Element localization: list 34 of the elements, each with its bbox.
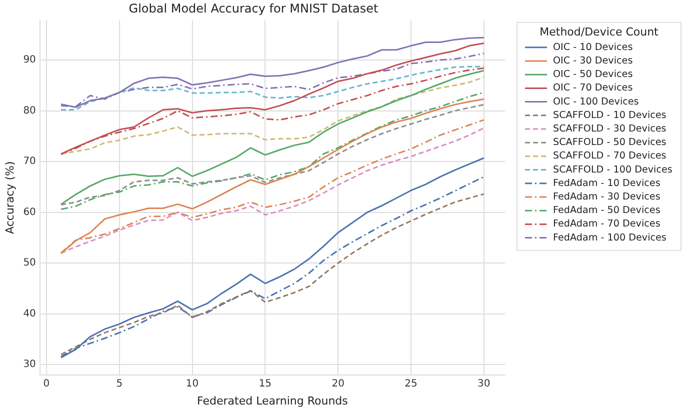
y-tick-label: 80 — [23, 105, 36, 116]
x-tick-label: 20 — [332, 378, 344, 390]
legend-label: SCAFFOLD - 100 Devices — [553, 164, 672, 176]
x-tick-label: 25 — [404, 378, 418, 390]
x-tick-label: 10 — [186, 378, 199, 390]
legend-label: OIC - 30 Devices — [553, 56, 633, 66]
y-tick-label: 40 — [23, 308, 36, 320]
legend-label: FedAdam - 50 Devices — [553, 205, 660, 216]
y-tick-label: 90 — [23, 54, 36, 66]
legend-label: SCAFFOLD - 10 Devices — [553, 110, 666, 121]
x-axis-title: Federated Learning Rounds — [197, 394, 348, 408]
y-tick-label: 70 — [23, 156, 36, 168]
legend-label: OIC - 100 Devices — [553, 96, 639, 108]
legend-label: OIC - 10 Devices — [553, 42, 633, 53]
legend-label: FedAdam - 30 Devices — [553, 192, 660, 202]
legend-label: OIC - 70 Devices — [553, 82, 633, 94]
chart-title: Global Model Accuracy for MNIST Dataset — [128, 1, 379, 16]
x-tick-label: 30 — [477, 378, 490, 390]
legend-label: OIC - 50 Devices — [553, 69, 633, 80]
legend-label: SCAFFOLD - 50 Devices — [553, 137, 666, 148]
y-tick-label: 30 — [23, 359, 36, 370]
x-tick-label: 5 — [116, 378, 123, 390]
legend-label: SCAFFOLD - 70 Devices — [553, 150, 666, 162]
legend-label: SCAFFOLD - 30 Devices — [553, 124, 666, 134]
line-series — [60, 66, 485, 111]
legend-label: FedAdam - 100 Devices — [553, 232, 666, 244]
legend-label: FedAdam - 10 Devices — [553, 178, 660, 189]
x-tick-label: 15 — [258, 378, 272, 390]
y-tick-label: 60 — [23, 206, 36, 218]
x-tick-label: 0 — [43, 378, 50, 390]
y-axis-title: Accuracy (%) — [3, 161, 16, 234]
legend-title: Method/Device Count — [540, 25, 660, 38]
legend-label: FedAdam - 70 Devices — [553, 218, 660, 230]
y-tick-label: 50 — [23, 258, 36, 269]
